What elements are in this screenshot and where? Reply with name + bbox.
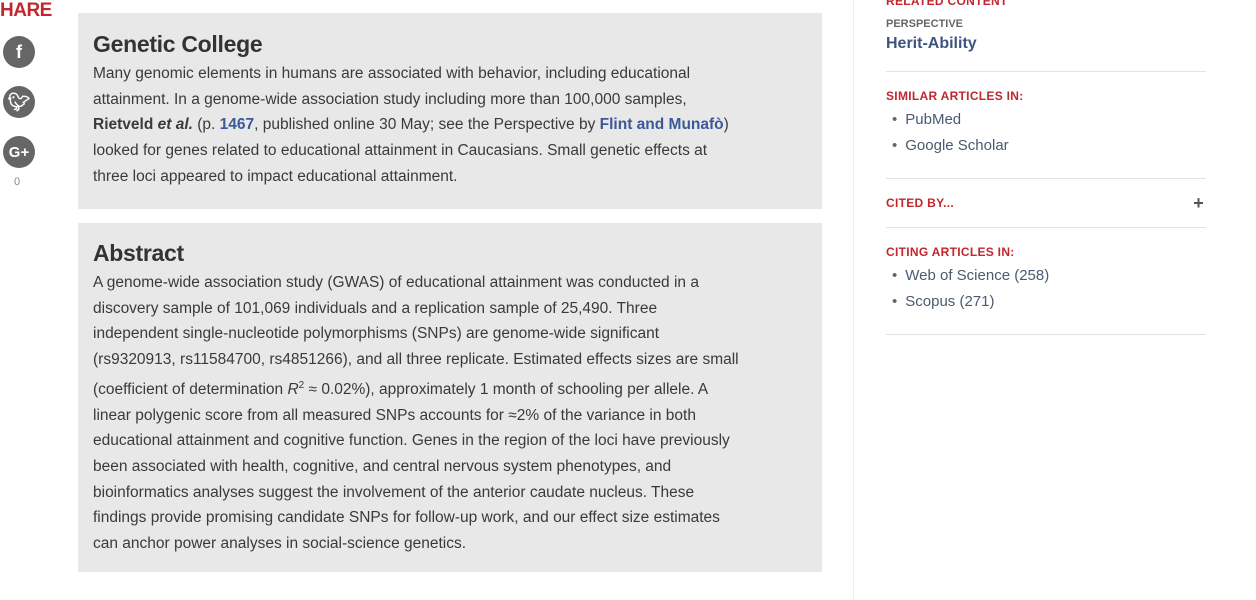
perspective-link[interactable]: Flint and Munafò [599, 116, 724, 134]
web-of-science-link[interactable]: Web of Science (258) [886, 263, 1206, 289]
cited-by-heading: CITED BY... [886, 196, 954, 210]
citing-list: Web of Science (258) Scopus (271) [886, 263, 1206, 315]
abstract-line: A genome-wide association study (GWAS) o… [93, 274, 699, 291]
divider [886, 71, 1206, 72]
author: Rietveld [93, 116, 154, 134]
plus-icon[interactable]: + [1193, 193, 1204, 213]
column-divider [853, 0, 854, 600]
text: (coefficient of determination [93, 380, 288, 398]
abstract-line: can anchor power analyses in social-scie… [93, 535, 467, 553]
abstract-line: discovery sample of 101,069 individuals … [93, 299, 658, 317]
text: , published online 30 May; see the Persp… [254, 116, 600, 134]
abstract-line: been associated with health, cognitive, … [93, 458, 672, 476]
summary-line: three loci appeared to impact educationa… [93, 167, 458, 185]
share-count: 0 [14, 176, 21, 188]
abstract-section: Abstract A genome-wide association study… [78, 223, 822, 572]
scopus-link[interactable]: Scopus (271) [886, 289, 1206, 315]
summary-line: attainment. In a genome-wide association… [93, 90, 687, 108]
google-scholar-link[interactable]: Google Scholar [886, 133, 1206, 159]
text: ) [723, 116, 729, 134]
et-al: et al. [157, 116, 193, 134]
facebook-icon[interactable]: f [3, 36, 35, 68]
abstract-line: linear polygenic score from all measured… [93, 406, 696, 424]
similar-list: PubMed Google Scholar [886, 107, 1206, 159]
abstract-line: (coefficient of determination R2 ≈ 0.02%… [93, 373, 807, 403]
twitter-icon[interactable]: 🐦︎ [3, 86, 35, 118]
page-link[interactable]: 1467 [219, 116, 255, 134]
herit-ability-link[interactable]: Herit-Ability [886, 35, 977, 52]
divider [886, 178, 1206, 179]
related-content-heading: RELATED CONTENT [886, 0, 1008, 8]
divider [886, 334, 1206, 335]
perspective-label: PERSPECTIVE [886, 18, 964, 30]
share-heading: HARE [0, 0, 52, 21]
summary-line: looked for genes related to educational … [93, 142, 708, 160]
pubmed-link[interactable]: PubMed [886, 107, 1206, 133]
cited-by-toggle[interactable]: CITED BY... + [886, 193, 1206, 213]
abstract-line: independent single-nucleotide polymorphi… [93, 325, 660, 343]
text: (p. [192, 116, 220, 134]
summary-line: Many genomic elements in humans are asso… [93, 65, 691, 82]
google-plus-icon[interactable]: G+ [3, 136, 35, 168]
editor-summary: Genetic College Many genomic elements in… [78, 13, 822, 209]
superscript: 2 [298, 379, 305, 391]
text: ≈ 0.02%), approximately 1 month of schoo… [304, 380, 709, 398]
abstract-title: Abstract [93, 240, 184, 266]
abstract-line: educational attainment and cognitive fun… [93, 432, 730, 450]
abstract-line: bioinformatics analyses suggest the invo… [93, 483, 695, 501]
citing-articles-heading: CITING ARTICLES IN: [886, 245, 1015, 259]
divider [886, 227, 1206, 228]
r-symbol: R [287, 380, 299, 398]
similar-articles-heading: SIMILAR ARTICLES IN: [886, 89, 1024, 103]
summary-title: Genetic College [93, 31, 263, 57]
summary-line: Rietveld et al. (p. 1467, published onli… [93, 112, 807, 138]
abstract-line: (rs9320913, rs11584700, rs4851266), and … [93, 351, 739, 369]
abstract-line: findings provide promising candidate SNP… [93, 509, 720, 527]
